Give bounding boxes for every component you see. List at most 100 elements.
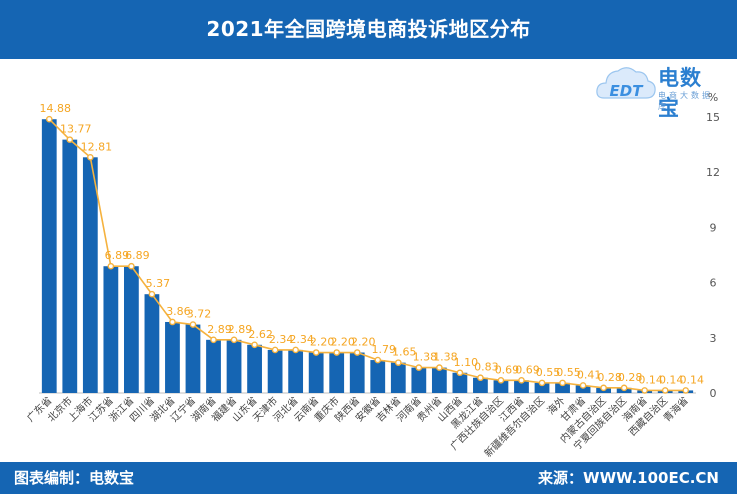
line-point (353, 349, 361, 356)
data-label: 6.89 (125, 249, 150, 262)
data-label: 3.72 (187, 308, 212, 321)
data-label: 0.55 (556, 366, 581, 379)
bar (308, 352, 324, 393)
data-label: 5.37 (146, 277, 171, 290)
line-point (210, 336, 217, 344)
data-label: 1.38 (433, 351, 458, 364)
header-bar: 2021年全国跨境电商投诉地区分布 (0, 0, 737, 59)
line-point (620, 384, 628, 392)
line-point (600, 384, 607, 392)
bar (329, 352, 345, 393)
line-point (87, 153, 94, 161)
line-point (148, 290, 156, 298)
data-label: 14.88 (40, 102, 72, 115)
bar (103, 266, 119, 393)
y-tick-label: 3 (710, 332, 717, 345)
bar (144, 294, 160, 393)
footer-source: 来源：WWW.100EC.CN (538, 469, 719, 487)
logo-mark-text: EDT (610, 82, 645, 100)
bar (288, 349, 304, 393)
line-point (66, 136, 74, 143)
bar (124, 266, 139, 393)
line-point (374, 356, 382, 364)
bar (431, 367, 447, 393)
data-label: 2.20 (310, 336, 335, 349)
bar (575, 385, 591, 393)
line-point (559, 379, 566, 387)
bar (452, 372, 468, 393)
data-label: 2.89 (207, 323, 232, 336)
data-label: 2.89 (228, 323, 253, 336)
data-label: 0.28 (597, 371, 622, 384)
line-point (292, 346, 299, 354)
bar (165, 321, 180, 393)
line-point (45, 115, 53, 123)
data-label: 12.81 (81, 140, 113, 153)
data-label: 0.14 (638, 373, 663, 386)
data-label: 3.86 (166, 305, 191, 318)
line-point (312, 349, 320, 356)
line-point (415, 364, 423, 371)
line-point (333, 349, 341, 356)
logo-name: 电数宝 (658, 66, 702, 120)
line-point (107, 262, 115, 270)
bar (390, 362, 406, 393)
data-label: 0.14 (679, 373, 704, 386)
data-label: 0.14 (659, 373, 684, 386)
line-point (169, 318, 176, 326)
bar (555, 382, 570, 393)
data-label: 0.28 (618, 371, 643, 384)
data-label: 0.83 (474, 361, 499, 374)
bar (206, 339, 221, 393)
line-point (538, 379, 546, 387)
bar (247, 344, 262, 393)
logo-subtitle: 电商大数据库 (658, 91, 713, 111)
cloud-logo-icon: EDT (596, 67, 656, 100)
y-tick-label: 12 (706, 166, 720, 179)
line-point (271, 346, 279, 354)
series-line (48, 118, 686, 392)
bar (493, 380, 509, 393)
line-point (230, 336, 238, 344)
line-point (189, 321, 197, 328)
line-point (456, 369, 464, 377)
data-label: 0.69 (495, 363, 520, 376)
data-label: 2.20 (351, 336, 376, 349)
line-point (251, 341, 258, 349)
line-point (394, 359, 402, 366)
data-label: 2.62 (248, 328, 273, 341)
data-label: 0.69 (515, 363, 540, 376)
y-tick-label: 6 (710, 277, 717, 290)
bar (349, 352, 365, 393)
bar (62, 139, 78, 393)
chart-title: 2021年全国跨境电商投诉地区分布 (206, 17, 531, 41)
data-label: 1.79 (372, 343, 397, 356)
y-tick-label: 9 (710, 221, 717, 234)
logo: EDT 电数宝 电商大数据库 (594, 60, 722, 120)
line-point (477, 374, 484, 382)
data-label: 1.38 (413, 351, 438, 364)
data-label: 13.77 (60, 123, 92, 136)
line-point (661, 387, 669, 394)
data-label: 0.41 (577, 368, 602, 381)
data-label: 6.89 (105, 249, 130, 262)
bar (411, 367, 427, 393)
bar (41, 119, 57, 394)
bar (267, 349, 283, 393)
data-label: 1.65 (392, 346, 417, 359)
footer-credit: 图表编制：电数宝 (14, 469, 135, 487)
data-label: 2.20 (330, 336, 355, 349)
line-point (436, 364, 443, 371)
y-tick-label: 0 (710, 387, 717, 400)
line-point (128, 262, 135, 270)
bar (226, 339, 242, 393)
bar (514, 380, 529, 393)
data-label: 2.34 (269, 333, 294, 346)
y-unit-label: % (708, 91, 718, 104)
data-label: 2.34 (289, 333, 314, 346)
bar (370, 360, 386, 393)
line-point (497, 376, 505, 384)
line-point (682, 387, 690, 394)
line-point (518, 376, 525, 384)
